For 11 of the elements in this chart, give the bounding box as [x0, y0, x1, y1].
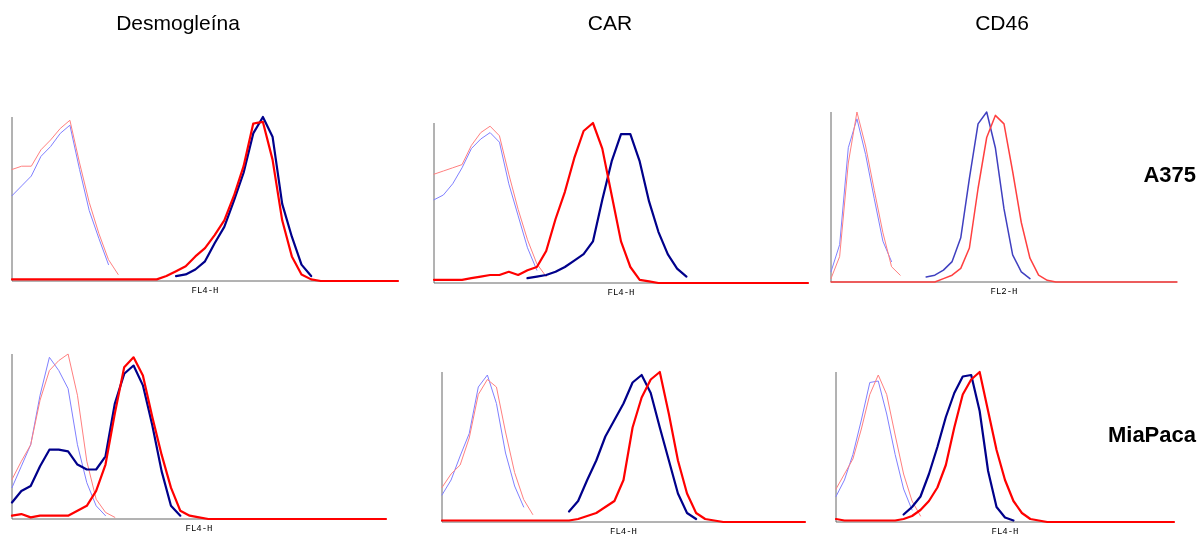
chart-title: CD46	[975, 11, 1029, 34]
x-axis-title: FL4-H	[991, 527, 1019, 536]
chart-title: Desmogleína	[116, 11, 241, 34]
x-axis-title: FL4-H	[609, 527, 638, 536]
x-axis-title: FL4-H	[185, 524, 213, 534]
x-axis-title: FL4-H	[607, 288, 635, 298]
annotation: A375	[1143, 162, 1196, 187]
chart-title: CAR	[587, 11, 633, 34]
x-axis-title: FL2-H	[990, 287, 1018, 297]
x-axis-title: FL4-H	[191, 286, 219, 296]
annotation: MiaPaca	[1107, 422, 1197, 447]
